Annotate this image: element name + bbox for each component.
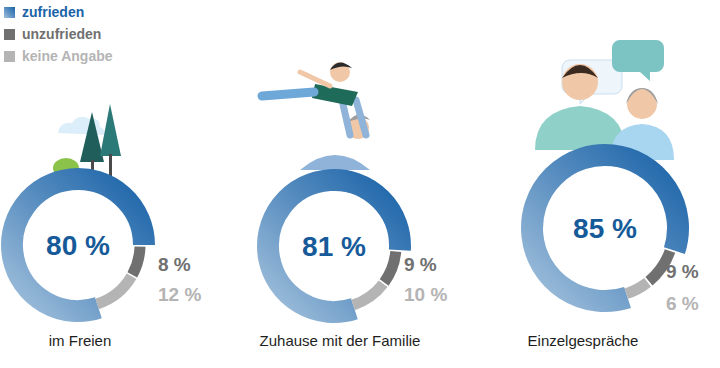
legend: zufrieden unzufrieden keine Angabe <box>4 4 113 64</box>
donut-segment <box>12 179 144 311</box>
donut-segment <box>353 284 383 305</box>
person-hair <box>562 65 598 78</box>
donut: 81 % 9 % 10 % <box>268 180 447 312</box>
person-hair <box>626 88 658 104</box>
child-hair <box>330 62 352 70</box>
child-arm <box>300 72 330 86</box>
data-label: 85 % <box>573 213 637 244</box>
child-body <box>312 84 358 106</box>
donut-segment <box>132 247 140 275</box>
donut-segment <box>268 180 400 312</box>
legend-label: keine Angabe <box>22 48 113 64</box>
child-legs <box>262 92 314 96</box>
chart: zufrieden unzufrieden keine Angabe 80 % 8 % 1… <box>0 0 720 368</box>
cloud <box>58 117 105 135</box>
donut-segment <box>97 276 131 304</box>
data-label: 8 % <box>158 254 191 275</box>
legend-swatch <box>4 51 15 62</box>
legend-label: zufrieden <box>22 4 84 20</box>
tree <box>100 104 121 156</box>
donut-segment <box>532 155 678 301</box>
data-label: 12 % <box>158 284 201 305</box>
legend-label: unzufrieden <box>22 26 101 42</box>
category-label: im Freien <box>49 332 112 349</box>
person-body <box>535 106 625 150</box>
adult-body <box>300 155 370 170</box>
person-head <box>562 64 598 100</box>
data-label: 6 % <box>666 293 699 314</box>
person-head <box>627 89 657 119</box>
data-label: 10 % <box>404 284 447 305</box>
donut-segment <box>626 282 647 293</box>
data-label: 9 % <box>666 261 699 282</box>
data-label: 9 % <box>404 254 437 275</box>
category-label: Zuhause mit der Familie <box>260 332 421 349</box>
speech-bubble <box>612 40 664 81</box>
data-label: 81 % <box>302 231 366 262</box>
donut: 85 % 9 % 6 % <box>532 155 699 314</box>
chart-root: zufrieden unzufrieden keine Angabe 80 % 8 % 1… <box>0 0 720 368</box>
donut: 80 % 8 % 12 % <box>12 179 201 311</box>
legend-swatch <box>4 7 15 18</box>
data-label: 80 % <box>46 230 110 261</box>
donut-segment <box>384 252 396 283</box>
legend-swatch <box>4 29 15 40</box>
adult-arms <box>342 100 366 135</box>
category-label: Einzelgespräche <box>528 332 639 349</box>
tree-trunk <box>109 154 112 176</box>
